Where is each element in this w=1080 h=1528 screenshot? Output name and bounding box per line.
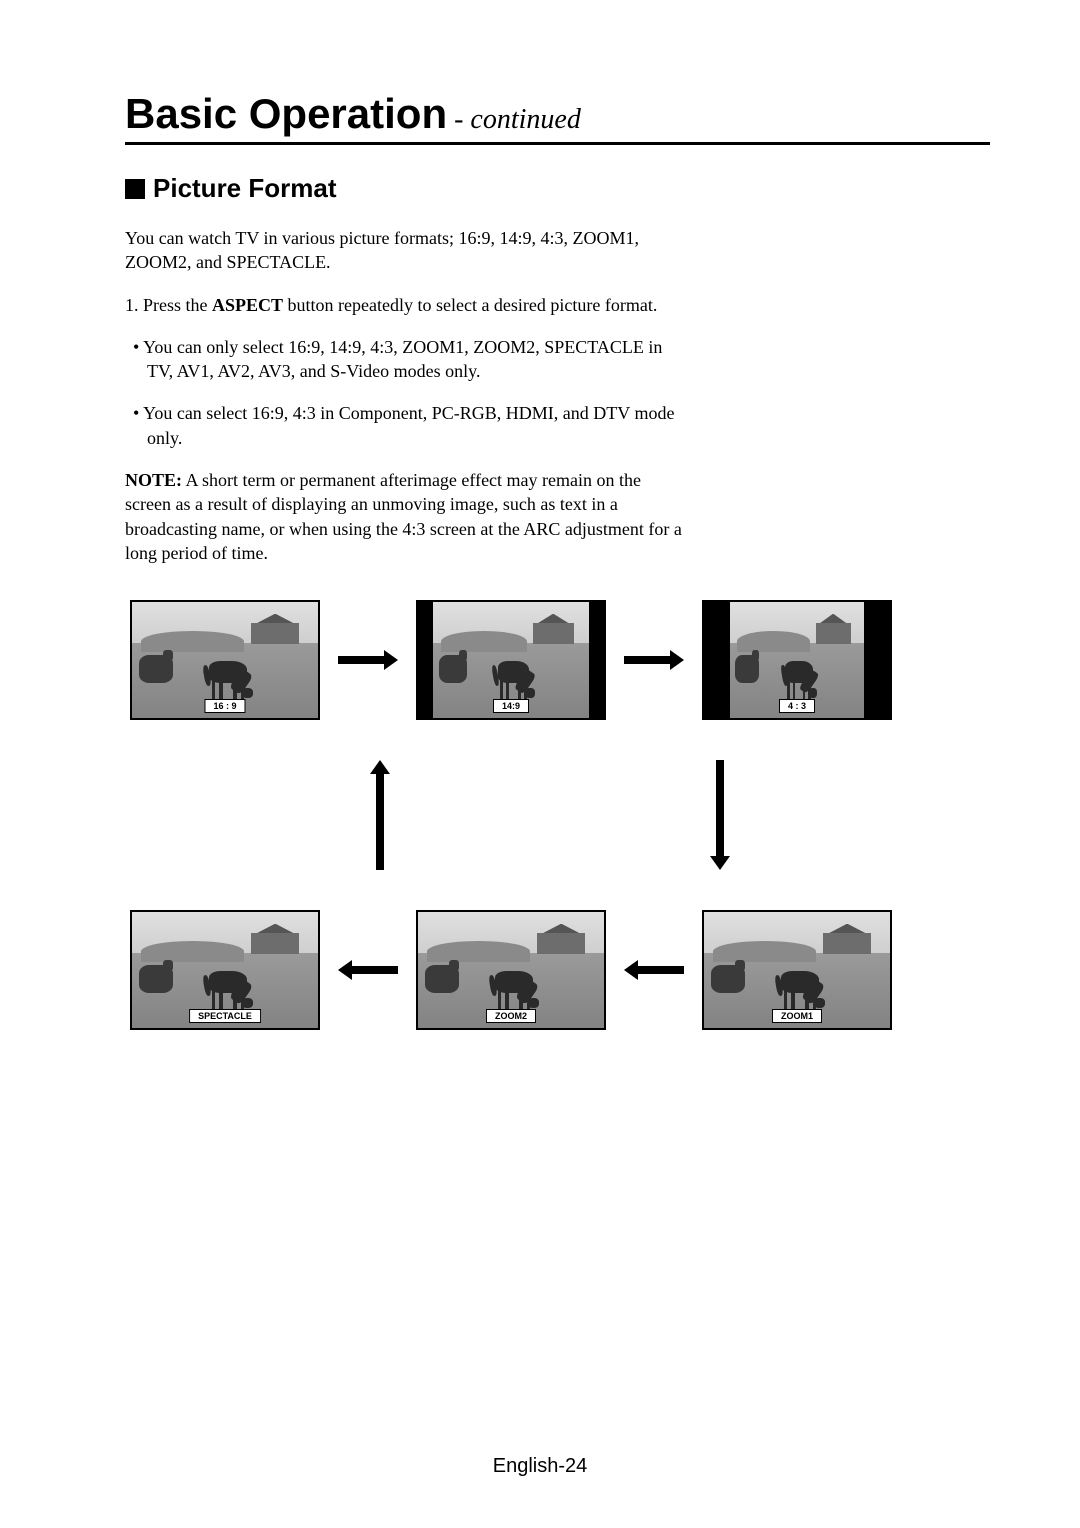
arrow-left-icon <box>624 960 684 980</box>
format-43: 4 : 3 <box>702 600 892 720</box>
diagram-top-row: 16 : 9 14:9 4 : 3 <box>130 600 970 720</box>
label-spectacle: SPECTACLE <box>189 1009 261 1023</box>
section-title: Picture Format <box>125 173 990 204</box>
format-spectacle: SPECTACLE <box>130 910 320 1030</box>
continued-label: - continued <box>447 104 581 135</box>
body-text: You can watch TV in various picture form… <box>125 226 685 565</box>
arrow-left-icon <box>338 960 398 980</box>
format-149: 14:9 <box>416 600 606 720</box>
arrow-right-icon <box>338 650 398 670</box>
intro-paragraph: You can watch TV in various picture form… <box>125 226 685 275</box>
format-diagram: 16 : 9 14:9 4 : 3 SPECTACLE ZOOM2 <box>130 600 970 1070</box>
main-title: Basic Operation <box>125 90 447 137</box>
format-zoom2: ZOOM2 <box>416 910 606 1030</box>
format-zoom1: ZOOM1 <box>702 910 892 1030</box>
label-43: 4 : 3 <box>779 699 815 713</box>
diagram-bottom-row: SPECTACLE ZOOM2 ZOOM1 <box>130 910 970 1030</box>
section-title-text: Picture Format <box>153 173 337 204</box>
page-footer: English-24 <box>0 1455 1080 1478</box>
label-zoom2: ZOOM2 <box>486 1009 536 1023</box>
square-bullet-icon <box>125 179 145 199</box>
diagram-mid-row <box>130 760 970 870</box>
label-149: 14:9 <box>493 699 529 713</box>
format-169: 16 : 9 <box>130 600 320 720</box>
note-paragraph: NOTE: A short term or permanent afterima… <box>125 468 685 565</box>
step1-bold: ASPECT <box>212 295 283 315</box>
step-1: 1. Press the ASPECT button repeatedly to… <box>125 293 685 317</box>
arrow-right-icon <box>624 650 684 670</box>
step1-pre: 1. Press the <box>125 295 212 315</box>
arrow-down-icon <box>710 760 730 870</box>
label-169: 16 : 9 <box>204 699 245 713</box>
step1-post: button repeatedly to select a desired pi… <box>283 295 657 315</box>
bullet-2: • You can select 16:9, 4:3 in Component,… <box>125 401 685 450</box>
page-header: Basic Operation - continued <box>125 90 990 145</box>
arrow-up-icon <box>370 760 390 870</box>
note-label: NOTE: <box>125 470 182 490</box>
bullet-1: • You can only select 16:9, 14:9, 4:3, Z… <box>125 335 685 384</box>
note-text: A short term or permanent afterimage eff… <box>125 470 682 563</box>
label-zoom1: ZOOM1 <box>772 1009 822 1023</box>
